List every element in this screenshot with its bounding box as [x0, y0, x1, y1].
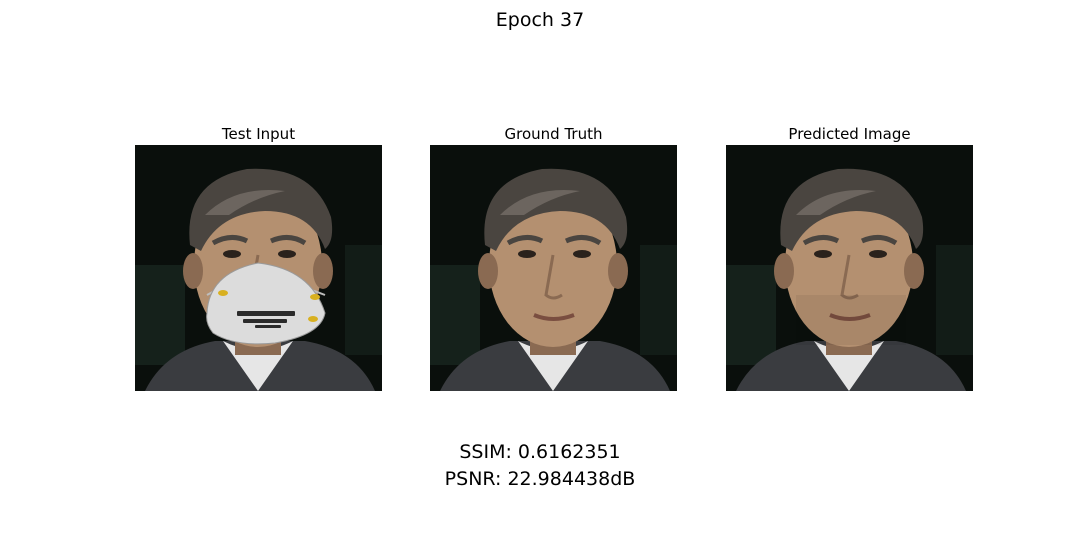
face-skin — [489, 183, 617, 347]
left-eyebrow — [802, 235, 840, 246]
metrics-block: SSIM: 0.6162351 PSNR: 22.984438dB — [0, 439, 1080, 493]
panel-ground-truth: Ground Truth — [430, 124, 677, 391]
right-eyebrow — [860, 235, 898, 246]
panel-title: Ground Truth — [504, 125, 603, 143]
left-eye — [223, 250, 241, 258]
hair-highlight — [205, 190, 285, 215]
right-ear — [313, 253, 333, 289]
right-eyebrow — [564, 235, 602, 246]
background-left — [430, 265, 480, 365]
face-portrait — [726, 145, 973, 391]
panel-title: Test Input — [221, 125, 296, 143]
face-image-predicted — [726, 145, 973, 391]
face-image-ground-truth — [430, 145, 677, 391]
right-eye — [278, 250, 296, 258]
background-right — [640, 245, 677, 355]
left-ear — [774, 253, 794, 289]
left-ear — [478, 253, 498, 289]
left-eyebrow — [506, 235, 544, 246]
hair-highlight — [796, 190, 876, 215]
right-ear — [904, 253, 924, 289]
mouth — [533, 313, 575, 321]
background-right — [936, 245, 973, 355]
panel-title: Predicted Image — [788, 125, 911, 143]
face-mask-overlay — [206, 262, 326, 345]
right-ear — [608, 253, 628, 289]
panel-predicted: Predicted Image — [726, 124, 973, 391]
background-right — [345, 245, 382, 355]
mouth — [829, 313, 871, 321]
background-left — [726, 265, 776, 365]
right-eye — [869, 250, 887, 258]
right-eye — [573, 250, 591, 258]
panel-test-input: Test Input — [135, 124, 382, 391]
left-eye — [814, 250, 832, 258]
left-ear — [183, 253, 203, 289]
hair — [189, 168, 333, 251]
ssim-label: SSIM: 0.6162351 — [459, 441, 621, 463]
prediction-artifact-overlay — [796, 295, 906, 345]
nose — [840, 254, 859, 300]
hair-highlight — [500, 190, 580, 215]
face-skin — [785, 183, 913, 347]
face-image-masked — [135, 145, 382, 391]
hair — [484, 168, 628, 251]
hair — [780, 168, 924, 251]
left-eyebrow — [211, 235, 249, 246]
nose — [544, 254, 563, 300]
face-portrait — [430, 145, 677, 391]
background-left — [135, 265, 185, 365]
right-eyebrow — [269, 235, 307, 246]
figure-title: Epoch 37 — [495, 9, 585, 31]
left-eye — [518, 250, 536, 258]
psnr-label: PSNR: 22.984438dB — [444, 468, 636, 490]
